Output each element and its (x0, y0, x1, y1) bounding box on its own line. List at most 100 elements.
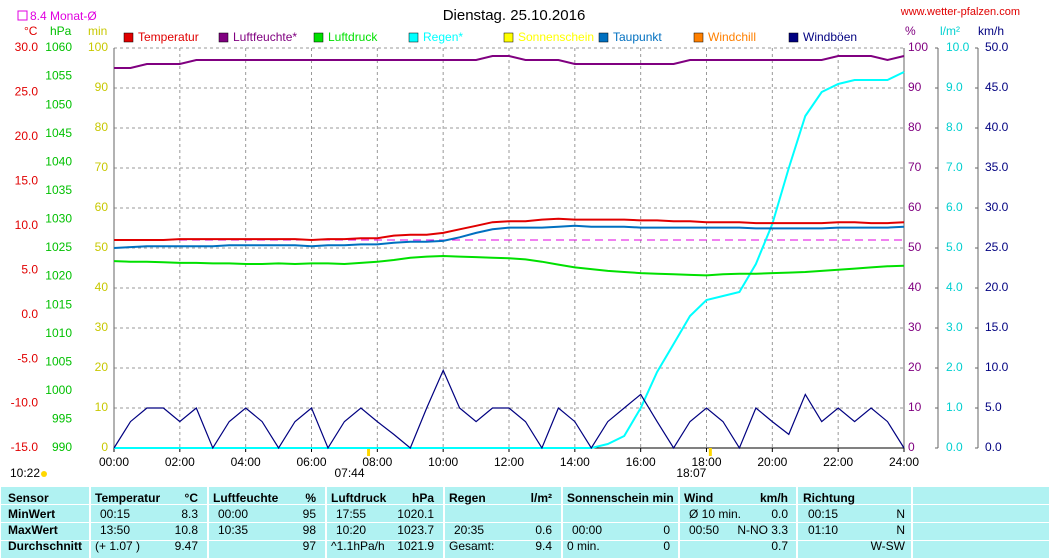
table-header: Sonnenschein min (567, 491, 674, 505)
table-value: 00:00 (218, 507, 248, 521)
legend-label: Taupunkt (613, 30, 662, 44)
y-tick-label: 1045 (45, 126, 72, 140)
y-tick-label: 10.0 (15, 218, 39, 232)
table-value: ^1.1hPa/h (331, 539, 385, 553)
table-value: W-SW (871, 539, 906, 553)
table-value: 0 (663, 523, 670, 537)
x-tick-label: 00:00 (99, 455, 129, 469)
table-header: Sensor (8, 491, 49, 505)
y-tick-label: 1060 (45, 40, 72, 54)
y-tick-label: 50.0 (985, 40, 1009, 54)
y-tick-label: 1010 (45, 326, 72, 340)
y-tick-label: 1035 (45, 183, 72, 197)
table-cell (680, 523, 796, 540)
y-tick-label: 5.0 (985, 400, 1002, 414)
table-value: 17:55 (336, 507, 366, 521)
series-line (114, 217, 905, 242)
table-value: 20:35 (454, 523, 484, 537)
table-cell (680, 541, 796, 558)
table-value: 0.7 (771, 539, 788, 553)
y-tick-label: 50 (908, 240, 922, 254)
table-cell (563, 541, 678, 558)
y-tick-label: 25.0 (985, 240, 1009, 254)
legend-swatch (788, 32, 799, 43)
legend-swatch (123, 32, 134, 43)
y-tick-label: 70 (908, 160, 922, 174)
y-tick-label: 8.0 (946, 120, 963, 134)
table-cell (1, 541, 89, 558)
y-tick-label: 995 (52, 412, 72, 426)
x-tick-label: 16:00 (626, 455, 656, 469)
table-cell (445, 487, 561, 504)
table-value: 0.6 (535, 523, 552, 537)
table-value: 10.8 (175, 523, 199, 537)
table-cell (798, 541, 911, 558)
table-header: Richtung (803, 491, 855, 505)
y-tick-label: 0.0 (21, 307, 38, 321)
table-cell (327, 487, 443, 504)
legend-label: Temperatur (138, 30, 199, 44)
table-value: 01:10 (808, 523, 838, 537)
y-tick-label: 35.0 (985, 160, 1009, 174)
table-cell (209, 523, 325, 540)
y-tick-label: 20 (95, 360, 109, 374)
y-tick-label: -15.0 (11, 440, 39, 454)
legend-label: Luftdruck (328, 30, 378, 44)
table-value: Gesamt: (449, 539, 494, 553)
table-cell (445, 541, 561, 558)
axis-unit: l/m² (940, 24, 960, 38)
table-header: Regen (449, 491, 486, 505)
table-cell (680, 505, 796, 522)
y-tick-label: 9.0 (946, 80, 963, 94)
x-tick-label: 06:00 (296, 455, 326, 469)
table-cell (91, 505, 207, 522)
y-tick-label: 20 (908, 360, 922, 374)
y-tick-label: 80 (95, 120, 109, 134)
table-header: °C (185, 491, 199, 505)
table-value: 1023.7 (397, 523, 434, 537)
y-tick-label: 0 (101, 440, 108, 454)
table-value: 0 min. (567, 539, 600, 553)
y-tick-label: 1000 (45, 383, 72, 397)
y-tick-label: 10.0 (946, 40, 970, 54)
table-value: (+ 1.07 ) (95, 539, 140, 553)
table-cell (913, 541, 1049, 558)
series-line (114, 55, 905, 69)
y-tick-label: 30 (95, 320, 109, 334)
y-tick-label: 15.0 (985, 320, 1009, 334)
x-tick-label: 10:00 (428, 455, 458, 469)
x-tick-label: 24:00 (889, 455, 919, 469)
table-header: Temperatur (95, 491, 160, 505)
axis-unit: hPa (50, 24, 72, 38)
table-value: 0.0 (771, 507, 788, 521)
table-header: hPa (412, 491, 434, 505)
y-tick-label: 20.0 (985, 280, 1009, 294)
axis-unit: °C (24, 24, 38, 38)
table-header: km/h (760, 491, 788, 505)
x-tick-label: 02:00 (165, 455, 195, 469)
series-line (113, 368, 905, 450)
y-tick-label: 25.0 (15, 85, 39, 99)
table-value: 98 (303, 523, 317, 537)
y-tick-label: 30.0 (15, 40, 39, 54)
sunset-label: 18:07 (676, 466, 706, 480)
series-line (113, 254, 905, 277)
x-tick-label: 04:00 (231, 455, 261, 469)
legend-label: Windchill (708, 30, 756, 44)
table-cell (563, 487, 678, 504)
table-value: 10:20 (336, 523, 366, 537)
y-tick-label: 0.0 (985, 440, 1002, 454)
table-value: 0 (663, 539, 670, 553)
x-tick-label: 20:00 (757, 455, 787, 469)
y-tick-label: 30 (908, 320, 922, 334)
table-value: 8.3 (181, 507, 198, 521)
y-tick-label: 4.0 (946, 280, 963, 294)
table-cell (1, 505, 89, 522)
y-tick-label: 1055 (45, 69, 72, 83)
table-value: 00:15 (100, 507, 130, 521)
y-tick-label: 1025 (45, 240, 72, 254)
y-tick-label: 90 (908, 80, 922, 94)
legend-swatch (598, 32, 609, 43)
y-tick-label: 10 (908, 400, 922, 414)
